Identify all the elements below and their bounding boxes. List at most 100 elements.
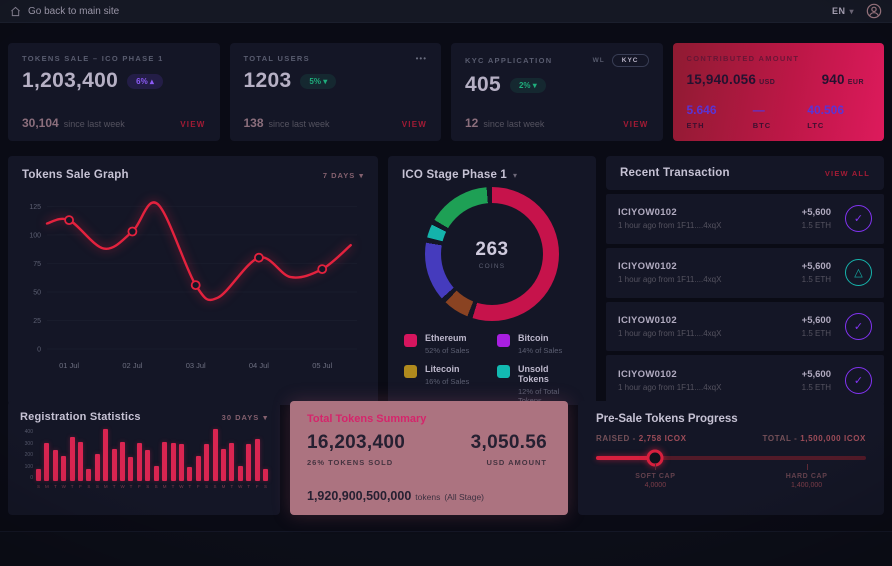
tokens-sale-range-dropdown[interactable]: 7 DAYS ▾: [323, 171, 364, 180]
donut-coins-caption: COINS: [478, 262, 506, 270]
tokens-sale-badge: 6% ▴: [127, 73, 163, 89]
bar: F: [254, 438, 260, 489]
svg-text:125: 125: [29, 204, 41, 211]
ico-stage-donut: 263 COINS: [425, 187, 559, 321]
bar: S: [145, 450, 151, 489]
language-label: EN: [831, 6, 846, 16]
eur-unit: EUR: [847, 79, 864, 86]
hardcap-tick: [806, 464, 808, 470]
more-options-icon[interactable]: •••: [415, 54, 427, 63]
bar: T: [170, 442, 176, 489]
tokens-sale-view-button[interactable]: VIEW: [180, 120, 206, 129]
legend-detail: 52% of Sales: [425, 346, 470, 355]
svg-text:100: 100: [29, 232, 41, 239]
bar: S: [204, 443, 210, 489]
presale-progress-panel: Pre-Sale Tokens Progress RAISED - 2,758 …: [578, 401, 884, 515]
kyc-toggle[interactable]: KYC: [611, 54, 649, 67]
total-tokens-note: (All Stage): [444, 492, 485, 502]
donut-legend: Ethereum 52% of Sales Bitcoin 14% of Sal…: [388, 321, 596, 405]
tokens-sale-graph-title: Tokens Sale Graph: [22, 169, 129, 181]
view-all-button[interactable]: VIEW ALL: [824, 168, 870, 178]
chevron-down-icon[interactable]: ▾: [513, 170, 518, 180]
tokens-sale-delta: 30,104: [22, 116, 59, 130]
tx-amount: +5,600: [801, 207, 831, 219]
hardcap-label: HARD CAP 1,400,000: [786, 473, 828, 489]
kyc-delta-caption: since last week: [483, 119, 545, 129]
back-to-main-site-label: Go back to main site: [28, 5, 120, 17]
bar: M: [162, 442, 168, 489]
tx-status-icon: ✓: [845, 205, 872, 233]
tx-eth: 1.5 ETH: [801, 328, 831, 338]
wl-toggle[interactable]: WL: [592, 57, 605, 64]
total-users-delta: 138: [243, 116, 264, 130]
transaction-row[interactable]: ICIYOW0102 1 hour ago from 1F11....4xqX …: [606, 194, 884, 244]
contributed-ltc-value: 40.506: [807, 103, 844, 117]
back-to-main-site-link[interactable]: Go back to main site: [10, 6, 119, 17]
total-users-value: 1203: [243, 69, 292, 92]
total-value: 1,500,000 ICOX: [800, 434, 866, 443]
tokens-sale-graph-panel: Tokens Sale Graph 7 DAYS ▾ 0 25 50 75 100 125…: [8, 156, 378, 405]
legend-name: Litecoin: [425, 364, 460, 374]
navbar-right: EN ▾: [832, 3, 882, 19]
tokens-sold-caption: 26% TOKENS SOLD: [307, 458, 394, 467]
kyc-view-button[interactable]: VIEW: [623, 120, 649, 129]
tokens-sale-line-chart: 0 25 50 75 100 125 01 Jul 02 Jul 03 Jul 04 Jul 05 …: [29, 201, 357, 370]
contributed-usd-value: 15,940.056: [686, 72, 757, 87]
transaction-row[interactable]: ICIYOW0102 1 hour ago from 1F11....4xqX …: [606, 301, 884, 352]
bar: T: [69, 437, 75, 489]
donut-center: 263 COINS: [441, 203, 543, 305]
slider-track[interactable]: [596, 456, 866, 460]
kyc-application-card: KYC APPLICATION WL KYC 405 2% ▾ 12 since…: [451, 43, 663, 141]
legend-detail: 12% of Total Tokens: [518, 387, 560, 405]
usd-amount-value: 3,050.56: [470, 432, 547, 453]
legend-swatch: [404, 365, 417, 378]
registration-range-dropdown[interactable]: 30 DAYS ▾: [222, 413, 268, 422]
tx-status-icon: ✓: [845, 366, 872, 394]
legend-swatch: [497, 334, 510, 347]
tx-amount: +5,600: [801, 368, 831, 380]
total-users-label: TOTAL USERS: [243, 54, 310, 63]
legend-swatch: [497, 365, 510, 378]
range-label: 30 DAYS: [221, 412, 260, 422]
bar: T: [246, 443, 252, 489]
kyc-value: 405: [465, 73, 501, 96]
tx-eth: 1.5 ETH: [801, 382, 831, 392]
recent-transactions-title: Recent Transaction: [620, 167, 730, 179]
bar: T: [111, 448, 117, 489]
bottom-row: Registration Statistics 30 DAYS ▾ 400 300…: [8, 401, 884, 515]
tokens-sale-card: TOKENS SALE – ICO PHASE 1 1,203,400 6% ▴…: [8, 43, 220, 141]
softcap-tick: [655, 464, 657, 470]
svg-text:02 Jul: 02 Jul: [122, 361, 142, 370]
legend-swatch: [404, 334, 417, 347]
tokens-sale-value: 1,203,400: [22, 69, 119, 92]
tx-meta: 1 hour ago from 1F11....4xqX: [618, 328, 722, 338]
bar: T: [187, 467, 193, 489]
legend-name: Ethereum: [425, 333, 467, 343]
total-users-view-button[interactable]: VIEW: [401, 120, 427, 129]
transaction-row[interactable]: ICIYOW0102 1 hour ago from 1F11....4xqX …: [606, 247, 884, 298]
registration-statistics-panel: Registration Statistics 30 DAYS ▾ 400 300…: [8, 401, 280, 515]
bar: M: [220, 449, 226, 489]
language-selector[interactable]: EN ▾: [832, 6, 854, 16]
tokens-sale-label: TOKENS SALE – ICO PHASE 1: [22, 54, 164, 63]
total-tokens-summary-title: Total Tokens Summary: [307, 413, 427, 425]
top-navbar: Go back to main site EN ▾: [0, 0, 892, 23]
tx-id: ICIYOW0102: [618, 261, 677, 273]
tx-id: ICIYOW0102: [618, 207, 677, 219]
btc-unit: BTC: [752, 121, 772, 130]
softcap-name: SOFT CAP: [635, 473, 676, 480]
dashboard-main: TOKENS SALE – ICO PHASE 1 1,203,400 6% ▴…: [0, 23, 892, 515]
legend-detail: 14% of Sales: [518, 346, 563, 355]
user-avatar[interactable]: [866, 3, 882, 19]
registration-statistics-title: Registration Statistics: [20, 411, 141, 423]
eth-unit: ETH: [686, 121, 705, 130]
legend-item-unsold-tokens: Unsold Tokens 12% of Total Tokens: [497, 364, 580, 405]
svg-text:01 Jul: 01 Jul: [59, 361, 79, 370]
ico-stage-panel: ICO Stage Phase 1 ▾ 263 COINS Ethereum 5…: [388, 156, 596, 405]
svg-text:05 Jul: 05 Jul: [312, 361, 332, 370]
bar: S: [86, 469, 92, 489]
transaction-row[interactable]: ICIYOW0102 1 hour ago from 1F11....4xqX …: [606, 355, 884, 405]
bar: T: [128, 456, 134, 489]
